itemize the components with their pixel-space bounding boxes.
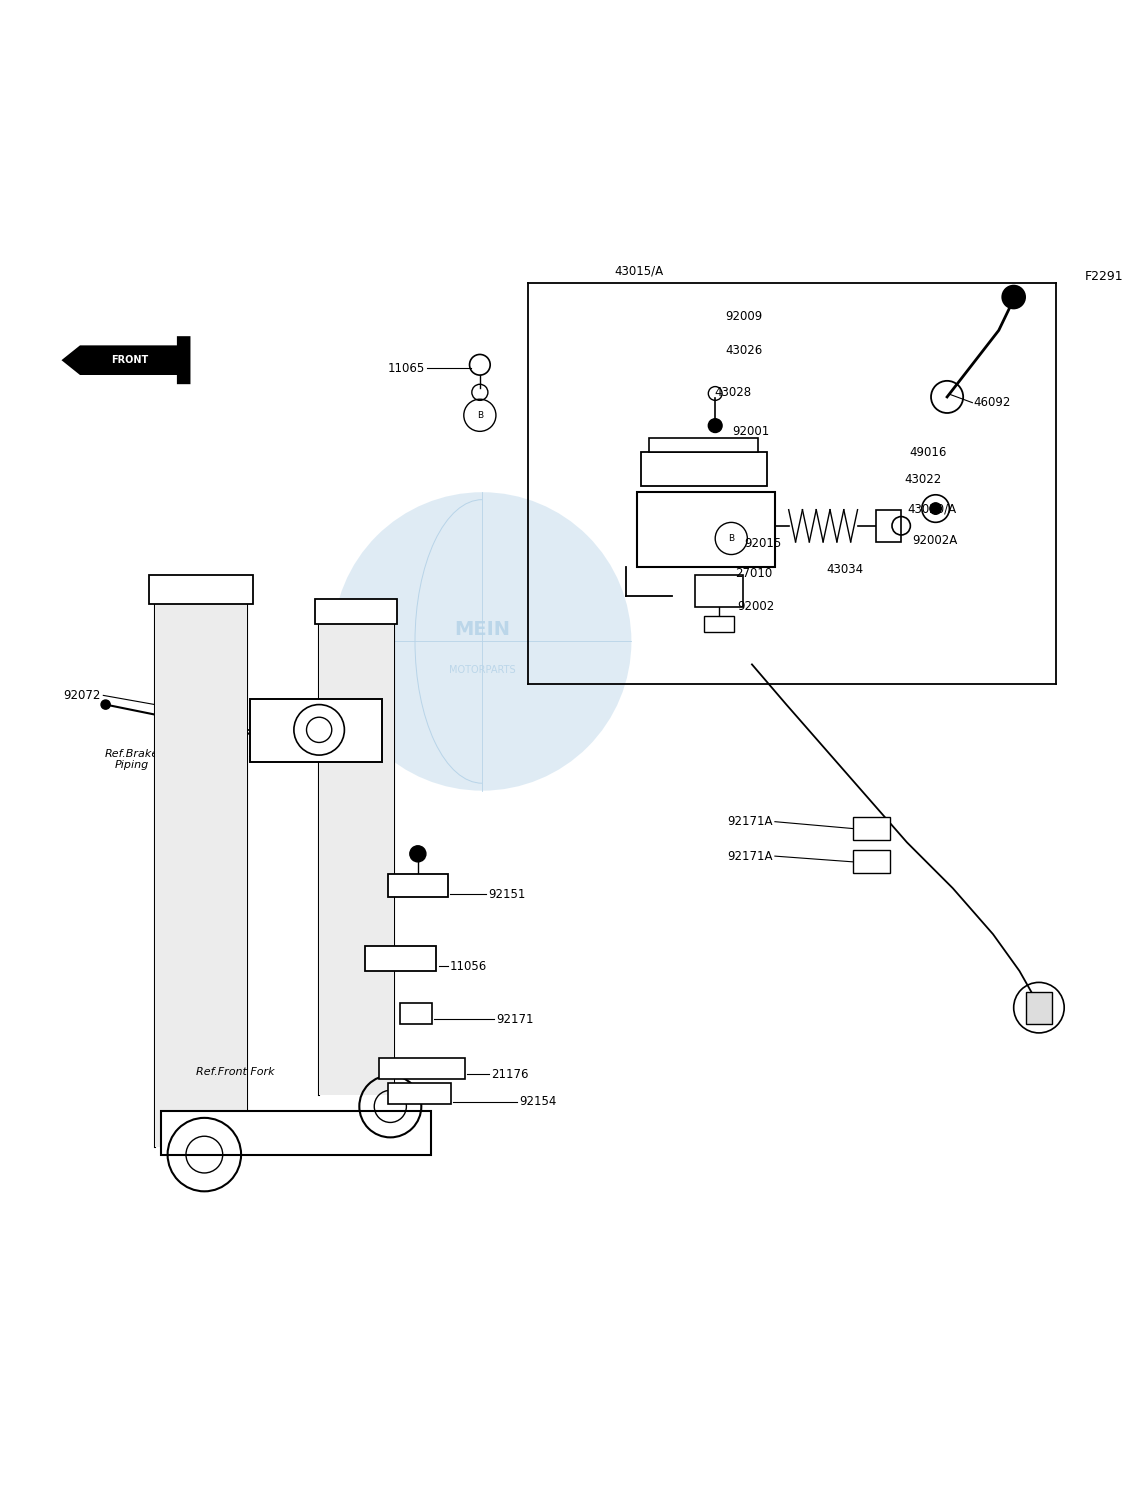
Text: 49016: 49016	[909, 446, 947, 458]
Polygon shape	[63, 338, 189, 383]
Text: B: B	[728, 534, 735, 543]
Bar	[250, 699, 382, 763]
Bar	[319, 612, 394, 1094]
Text: F2291: F2291	[1085, 270, 1124, 282]
Circle shape	[101, 699, 110, 708]
Bar	[388, 875, 448, 898]
Text: 92171A: 92171A	[727, 815, 773, 829]
Bar	[379, 1058, 465, 1079]
Bar	[155, 602, 247, 1147]
Bar	[649, 438, 758, 452]
Text: 92002A: 92002A	[913, 534, 957, 546]
Text: 11056: 11056	[450, 959, 487, 973]
Bar	[1026, 992, 1052, 1024]
Text: 43026: 43026	[726, 345, 762, 357]
Bar	[388, 1084, 451, 1105]
Bar	[161, 1111, 430, 1154]
Text: 92151: 92151	[488, 887, 526, 901]
Text: 43015/A: 43015/A	[614, 264, 664, 278]
Text: Ref.Brake
Piping: Ref.Brake Piping	[104, 749, 160, 770]
Bar	[704, 617, 734, 632]
Text: 43022: 43022	[905, 473, 941, 486]
Circle shape	[410, 845, 426, 862]
Text: 46092: 46092	[974, 396, 1011, 410]
Text: MOTORPARTS: MOTORPARTS	[449, 665, 515, 675]
Circle shape	[1002, 285, 1025, 309]
Text: 92154: 92154	[519, 1096, 557, 1108]
Bar	[400, 1003, 432, 1024]
Bar	[853, 817, 890, 841]
Text: 92009: 92009	[726, 311, 762, 323]
Text: 92171: 92171	[496, 1013, 534, 1025]
Text: MEIN: MEIN	[455, 620, 510, 639]
Bar	[149, 575, 253, 603]
Bar	[876, 510, 901, 542]
Text: 92072: 92072	[63, 689, 101, 702]
Text: 92015: 92015	[744, 537, 781, 551]
Circle shape	[708, 419, 722, 432]
Bar	[641, 452, 767, 486]
Bar	[315, 599, 397, 624]
Text: B: B	[476, 411, 483, 420]
Text: 43028: 43028	[714, 386, 751, 399]
Text: 92171A: 92171A	[727, 850, 773, 863]
Bar	[853, 851, 890, 874]
Text: 11065: 11065	[388, 362, 425, 375]
Circle shape	[930, 503, 941, 515]
Bar	[365, 946, 436, 971]
Text: 43034: 43034	[827, 563, 863, 575]
Circle shape	[333, 492, 631, 791]
Text: 21176: 21176	[491, 1067, 529, 1081]
Text: Ref.Front Fork: Ref.Front Fork	[196, 1067, 274, 1076]
Bar	[637, 492, 775, 567]
Text: 27010: 27010	[735, 567, 771, 581]
Bar	[695, 575, 743, 606]
Text: FRONT: FRONT	[111, 356, 148, 365]
Text: 92002: 92002	[737, 600, 774, 614]
Text: 43020/A: 43020/A	[907, 503, 956, 516]
Text: 92001: 92001	[732, 425, 769, 438]
